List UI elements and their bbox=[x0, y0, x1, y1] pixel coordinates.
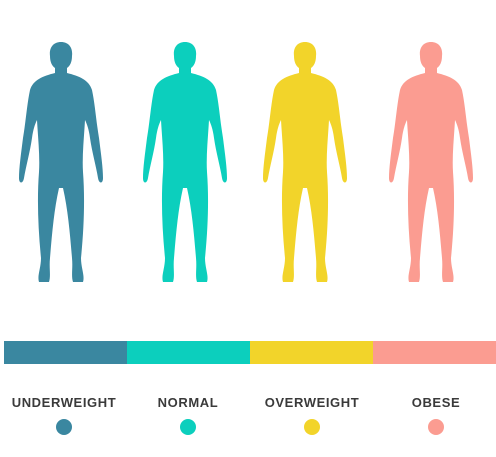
overweight-body-icon bbox=[263, 42, 347, 282]
category-labels: UNDERWEIGHT NORMAL OVERWEIGHT OBESE bbox=[0, 395, 496, 415]
dot-underweight bbox=[56, 419, 72, 435]
scale-segment-obese bbox=[373, 341, 496, 364]
label-overweight: OVERWEIGHT bbox=[264, 395, 360, 410]
label-obese: OBESE bbox=[411, 395, 461, 410]
figure-underweight bbox=[13, 38, 109, 288]
underweight-body-icon bbox=[19, 42, 103, 282]
scale-segment-overweight bbox=[250, 341, 373, 364]
obese-body-icon bbox=[389, 42, 473, 282]
label-underweight: UNDERWEIGHT bbox=[11, 395, 117, 410]
dot-overweight bbox=[304, 419, 320, 435]
label-normal: NORMAL bbox=[157, 395, 219, 410]
figure-obese bbox=[383, 38, 479, 288]
scale-segment-underweight bbox=[4, 341, 127, 364]
dot-obese bbox=[428, 419, 444, 435]
figure-overweight bbox=[257, 38, 353, 288]
figure-normal bbox=[137, 38, 233, 288]
category-dots bbox=[0, 419, 496, 437]
scale-segment-normal bbox=[127, 341, 250, 364]
bmi-color-scale bbox=[4, 341, 496, 364]
dot-normal bbox=[180, 419, 196, 435]
body-figures bbox=[13, 38, 479, 288]
normal-body-icon bbox=[143, 42, 227, 282]
